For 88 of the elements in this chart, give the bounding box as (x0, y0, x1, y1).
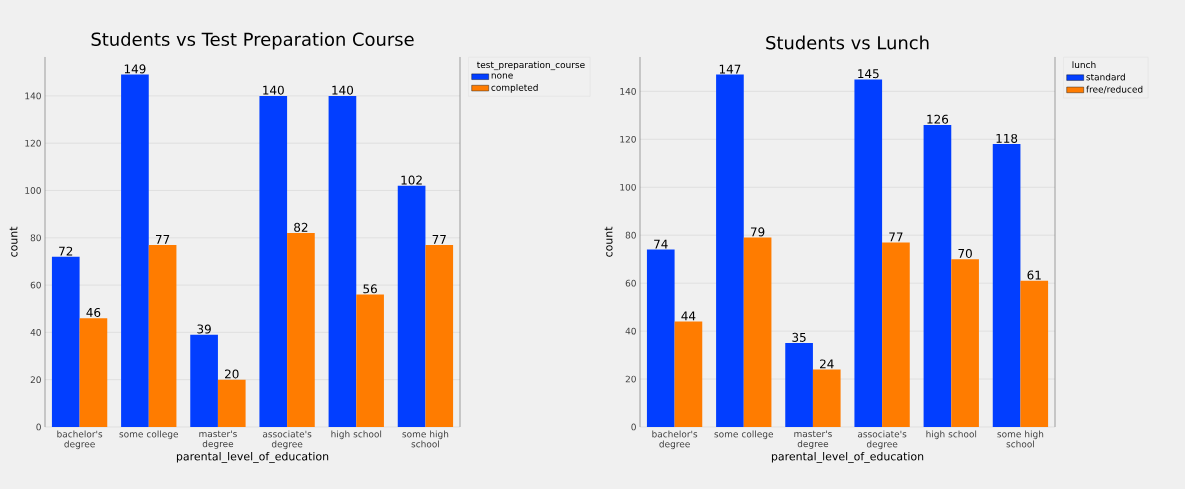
x-tick-label: bachelor's degree (57, 430, 103, 450)
bar (785, 343, 813, 427)
y-axis-title: count (604, 226, 613, 257)
x-tick-label: some high school (997, 430, 1044, 448)
y-tick-label: 80 (625, 231, 636, 239)
x-tick-label: high school (926, 430, 977, 440)
data-label: 46 (86, 307, 101, 317)
data-label: 72 (59, 246, 73, 256)
x-tick-label: associate's degree (857, 430, 907, 450)
y-tick-label: 40 (30, 328, 41, 336)
data-label: 56 (363, 284, 377, 294)
bar (121, 74, 149, 427)
data-label: 77 (432, 234, 446, 244)
bar (743, 237, 772, 427)
x-tick-label: master's degree (794, 430, 832, 449)
bar (356, 294, 384, 427)
data-label: 24 (820, 359, 834, 369)
x-tick-label: master's degree (199, 430, 237, 449)
data-label: 140 (263, 85, 284, 95)
bar (397, 185, 426, 427)
chart-title: Students vs Test Preparation Course (91, 32, 414, 50)
bar (992, 144, 1021, 427)
data-label: 20 (225, 369, 239, 379)
legend-title: test_preparation_course (476, 61, 585, 71)
data-label: 61 (1027, 270, 1041, 280)
y-tick-label: 140 (25, 92, 41, 100)
x-axis-title: parental_level_of_education (176, 451, 329, 463)
y-tick-label: 40 (625, 327, 636, 335)
bar (425, 244, 454, 427)
y-tick-label: 100 (25, 187, 41, 194)
bar (923, 124, 952, 427)
data-label: 118 (996, 133, 1018, 143)
data-label: 147 (719, 64, 741, 74)
bar (79, 318, 108, 427)
bar (217, 379, 246, 427)
legend-label: completed (491, 83, 538, 93)
y-tick-label: 60 (625, 279, 636, 287)
y-tick-label: 20 (30, 376, 41, 384)
y-tick-label: 140 (620, 87, 636, 95)
data-label: 35 (792, 332, 806, 342)
data-label: 149 (124, 64, 146, 74)
y-tick-label: 120 (620, 135, 636, 143)
bar (51, 256, 80, 427)
y-tick-label: 60 (30, 281, 41, 289)
bar (646, 249, 675, 427)
data-label: 77 (889, 232, 903, 242)
y-tick-label: 100 (620, 183, 636, 191)
bar (674, 321, 703, 427)
y-tick-label: 0 (36, 423, 41, 431)
bar (716, 74, 744, 427)
bar (812, 369, 841, 427)
bar (951, 259, 979, 427)
bar (287, 233, 315, 427)
y-tick-label: 80 (30, 234, 41, 242)
y-tick-label: 120 (25, 139, 41, 147)
bar (854, 79, 883, 427)
data-label: 145 (858, 69, 879, 79)
legend-label: free/reduced (1086, 85, 1143, 94)
data-label: 82 (294, 222, 308, 232)
data-label: 74 (654, 239, 668, 249)
bar (1020, 280, 1049, 427)
x-tick-label: some high school (402, 430, 449, 448)
x-tick-label: some college (714, 430, 774, 440)
y-tick-label: 20 (625, 375, 636, 383)
y-axis-title: count (9, 226, 18, 257)
data-label: 140 (332, 85, 354, 95)
bar (882, 242, 910, 427)
data-label: 102 (401, 175, 422, 185)
bar (259, 95, 288, 427)
legend-title: lunch (1072, 61, 1096, 69)
bar (190, 334, 218, 427)
legend-label: none (491, 73, 513, 79)
legend-label: standard (1086, 73, 1125, 81)
data-label: 44 (681, 311, 696, 321)
chart-title: Students vs Lunch (766, 35, 929, 50)
x-tick-label: bachelor's degree (652, 430, 698, 450)
x-axis-title: parental_level_of_education (771, 451, 924, 463)
data-label: 79 (750, 227, 765, 237)
data-label: 126 (927, 114, 949, 124)
bar (328, 95, 357, 427)
data-label: 77 (155, 234, 170, 244)
x-tick-label: some college (119, 430, 179, 440)
bar (148, 244, 177, 427)
x-tick-label: high school (331, 430, 382, 440)
data-label: 39 (197, 324, 211, 334)
data-label: 70 (958, 248, 972, 258)
x-tick-label: associate's degree (262, 430, 312, 450)
y-tick-label: 0 (631, 423, 636, 431)
